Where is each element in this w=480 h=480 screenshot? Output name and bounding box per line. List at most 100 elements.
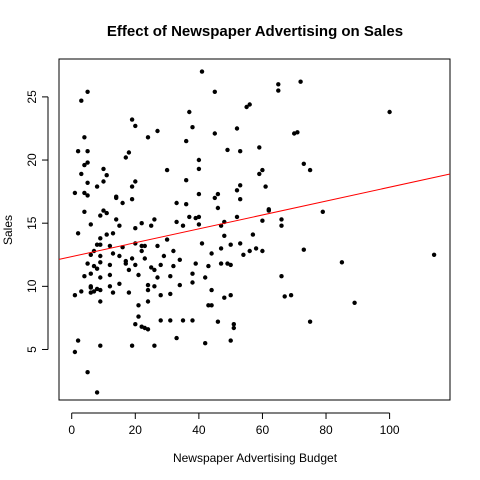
data-point — [98, 242, 103, 247]
data-point — [129, 197, 135, 202]
data-point — [139, 221, 144, 226]
data-point — [152, 267, 157, 273]
data-point — [168, 318, 173, 323]
data-point — [279, 223, 284, 228]
data-point — [171, 248, 176, 254]
data-point — [193, 215, 198, 221]
data-point — [75, 338, 81, 343]
data-point — [126, 267, 132, 273]
data-point — [72, 293, 78, 298]
data-point — [85, 180, 90, 185]
data-point — [117, 223, 122, 228]
data-point — [168, 291, 173, 297]
data-point — [136, 314, 141, 319]
data-point — [158, 293, 163, 298]
data-point — [133, 226, 138, 231]
data-point — [107, 243, 113, 249]
data-point — [215, 191, 221, 197]
data-point — [203, 341, 208, 346]
data-point — [126, 290, 132, 295]
x-tick-label: 60 — [256, 423, 270, 437]
data-point — [110, 290, 116, 295]
data-point — [320, 209, 325, 214]
data-point — [187, 214, 192, 220]
data-point — [120, 200, 125, 206]
data-point — [228, 262, 233, 268]
data-point — [94, 242, 100, 247]
data-point — [222, 295, 227, 300]
data-point — [94, 184, 100, 189]
data-point — [241, 252, 246, 257]
data-point — [307, 319, 313, 324]
data-point — [142, 256, 147, 261]
data-point — [244, 104, 249, 110]
data-point — [193, 261, 198, 266]
data-point — [145, 299, 151, 304]
data-point — [238, 149, 243, 154]
data-point — [228, 338, 233, 343]
data-point — [339, 260, 345, 265]
data-point — [136, 303, 141, 308]
data-point — [110, 251, 116, 256]
data-point — [88, 222, 94, 227]
data-point — [215, 205, 221, 211]
data-point — [301, 161, 306, 166]
data-point — [234, 214, 240, 220]
data-point — [161, 253, 167, 259]
data-point — [158, 318, 163, 323]
data-point — [155, 128, 160, 134]
data-point — [253, 246, 259, 251]
data-point — [107, 262, 113, 268]
data-point — [190, 280, 195, 285]
data-point — [238, 241, 243, 246]
data-point — [266, 208, 271, 213]
data-point — [307, 167, 313, 173]
data-point — [190, 318, 195, 323]
data-point — [298, 79, 303, 84]
x-tick-label: 20 — [129, 423, 143, 437]
data-point — [279, 274, 284, 279]
data-point — [139, 248, 144, 254]
data-point — [352, 300, 357, 305]
data-point — [149, 223, 154, 228]
data-point — [104, 210, 109, 216]
data-point — [263, 184, 268, 189]
data-point — [133, 262, 138, 268]
x-tick-label: 40 — [192, 423, 206, 437]
data-point — [171, 263, 176, 269]
data-point — [257, 171, 262, 177]
data-point — [85, 370, 90, 375]
data-point — [88, 285, 94, 290]
data-point — [98, 275, 103, 280]
regression-line — [58, 173, 451, 260]
data-point — [218, 246, 224, 251]
data-point — [206, 263, 211, 269]
data-point — [129, 256, 135, 261]
data-point — [168, 274, 173, 279]
data-point — [129, 343, 135, 348]
data-point — [94, 390, 100, 395]
data-point — [117, 281, 122, 286]
data-point — [129, 184, 135, 189]
data-point — [91, 289, 97, 294]
data-point — [98, 287, 103, 293]
data-point — [155, 243, 160, 249]
data-point — [222, 233, 227, 238]
data-point — [301, 247, 306, 252]
data-point — [196, 166, 202, 172]
data-point — [158, 262, 163, 268]
data-point — [231, 322, 236, 327]
data-point — [107, 272, 113, 278]
data-point — [257, 145, 262, 150]
y-tick-label: 25 — [25, 90, 39, 104]
data-point — [177, 257, 182, 262]
data-point — [234, 188, 240, 193]
data-point — [142, 325, 147, 331]
data-point — [225, 147, 230, 153]
data-point — [174, 200, 179, 206]
data-point — [180, 223, 186, 228]
data-point — [145, 287, 151, 293]
data-point — [145, 135, 151, 140]
data-point — [104, 232, 109, 237]
